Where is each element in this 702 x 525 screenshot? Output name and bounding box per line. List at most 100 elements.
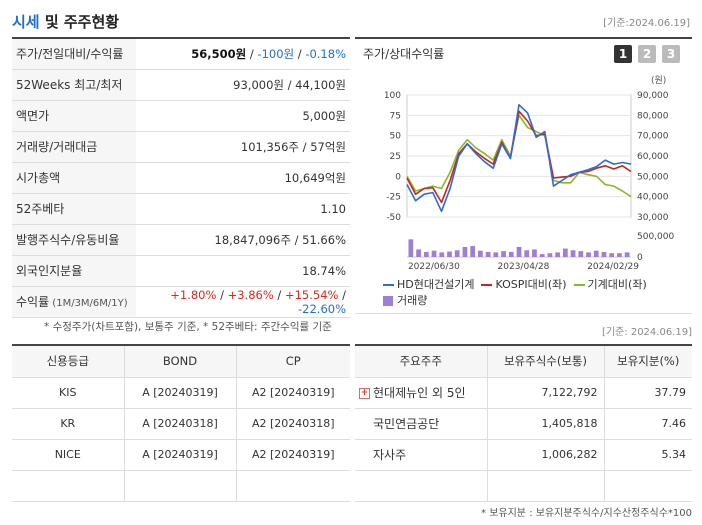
credit-agency: KR [12, 408, 124, 440]
right-axis-tick: 60,000 [637, 152, 669, 162]
volume-bar [508, 251, 514, 257]
title-rest: 및 주주현황 [39, 13, 120, 31]
credit-agency: NICE [12, 439, 124, 471]
holders-reference-date: [기준: 2024.06.19] [601, 327, 692, 338]
volume-bar [501, 251, 506, 257]
page-title: 시세 및 주주현황 [12, 11, 119, 32]
info-row-52w: 52Weeks 최고/최저 93,000원 / 44,100원 [12, 69, 350, 101]
holders-header-row: 주요주주 보유주식수(보통) 보유지분(%) [355, 345, 692, 378]
chart-tab-2[interactable]: 2 [638, 45, 656, 63]
volume-bar [470, 246, 476, 257]
info-value: 56,500원 / -100원 / -0.18% [136, 38, 350, 70]
holders-footnote: * 보유지분 : 보유지분주식수/지수산정주식수*100 [481, 508, 692, 519]
table-row: NICE A [20240319] A2 [20240319] [12, 439, 350, 471]
info-value: 10,649억원 [136, 162, 350, 194]
current-price: 56,500원 [191, 46, 247, 61]
credit-header-row: 신용등급 BOND CP [12, 345, 350, 378]
left-axis-tick: 25 [390, 152, 401, 162]
credit-bond: A [20240319] [123, 439, 236, 471]
info-value: 18,847,096주 / 51.66% [136, 224, 350, 256]
legend-item-machinery: 기계대비(좌) [573, 277, 647, 293]
legend-item-stock: HD현대건설기계 [383, 277, 474, 293]
return-6m: +15.54% [284, 287, 339, 302]
volume-bar [539, 254, 545, 257]
credit-bond: A [20240318] [123, 408, 236, 440]
info-label: 액면가 [12, 100, 136, 132]
series-line [406, 104, 632, 213]
left-axis-tick: 50 [390, 132, 402, 142]
info-row-foreign: 외국인지분율 18.74% [12, 255, 350, 287]
info-row-shares: 발행주식수/유동비율 18,847,096주 / 51.66% [12, 224, 350, 256]
volume-bar [462, 246, 468, 257]
chart-tab-1[interactable]: 1 [614, 45, 632, 63]
table-row: 국민연금공단 1,405,818 7.46 [355, 408, 692, 440]
credit-cp: A2 [20240319] [235, 377, 350, 409]
holder-shares: 7,122,792 [486, 377, 604, 409]
table-row: KR A [20240318] A2 [20240318] [12, 408, 350, 440]
chart-legend: HD현대건설기계 KOSPI대비(좌) 기계대비(좌) 거래량 [383, 277, 654, 309]
chart-title: 주가/상대수익률 [363, 47, 445, 61]
volume-bar [485, 251, 491, 257]
legend-item-volume: 거래량 [383, 293, 427, 309]
legend-line-icon [481, 284, 493, 286]
volume-bar [547, 253, 553, 257]
info-row-price: 주가/전일대비/수익률 56,500원 / -100원 / -0.18% [12, 38, 350, 70]
volume-bar [601, 251, 607, 257]
chart-tab-3[interactable]: 3 [662, 45, 680, 63]
x-axis-tick: 2022/06/30 [408, 262, 460, 272]
legend-item-kospi: KOSPI대비(좌) [481, 277, 567, 293]
expand-plus-icon[interactable]: + [359, 388, 370, 399]
info-label: 시가총액 [12, 162, 136, 194]
info-row-beta: 52주베타 1.10 [12, 193, 350, 225]
credit-bond: A [20240319] [123, 377, 236, 409]
volume-axis-tick: 0 [637, 253, 643, 263]
holder-name [355, 470, 487, 502]
holder-pct: 37.79 [603, 377, 692, 409]
credit-col-agency: 신용등급 [12, 345, 124, 378]
info-row-volume: 거래량/거래대금 101,356주 / 57억원 [12, 131, 350, 163]
x-axis-tick: 2024/02/29 [587, 262, 639, 272]
price-change: -100원 [257, 46, 295, 61]
credit-rating-table: 신용등급 BOND CP KIS A [20240319] A2 [20240319… [12, 344, 350, 502]
separator: / [338, 287, 346, 302]
info-value: 93,000원 / 44,100원 [136, 69, 350, 101]
legend-line-icon [383, 284, 394, 286]
holder-pct: 7.46 [603, 408, 692, 440]
info-value: +1.80% / +3.86% / +15.54% / -22.60% [136, 286, 350, 318]
holder-name: 국민연금공단 [355, 408, 487, 440]
credit-bond [123, 470, 236, 502]
volume-axis-tick: 500,000 [637, 232, 674, 242]
major-shareholders-table: 주요주주 보유주식수(보통) 보유지분(%) + 현대제뉴인 외 5인 7,122… [355, 344, 692, 502]
info-value: 5,000원 [136, 100, 350, 132]
right-axis-unit: (원) [651, 75, 666, 86]
left-axis-tick: 75 [390, 111, 401, 121]
legend-line-icon [573, 284, 585, 286]
volume-bar [532, 249, 537, 257]
info-value: 18.74% [136, 255, 350, 287]
separator: / [273, 287, 285, 302]
right-axis-tick: 80,000 [637, 111, 669, 121]
info-label: 주가/전일대비/수익률 [12, 38, 136, 70]
holders-col-shares: 보유주식수(보통) [486, 345, 604, 378]
return-1y: -22.60% [298, 301, 346, 316]
holder-name: 자사주 [355, 439, 487, 471]
right-axis-tick: 50,000 [637, 172, 669, 182]
left-axis-tick: -25 [386, 193, 401, 203]
return-1m: +1.80% [170, 287, 217, 302]
volume-bar [439, 252, 445, 257]
quote-info-table: 주가/전일대비/수익률 56,500원 / -100원 / -0.18% 52W… [12, 37, 350, 318]
volume-bar [586, 252, 591, 257]
right-axis-tick: 70,000 [637, 132, 669, 142]
holder-shares: 1,006,282 [486, 439, 604, 471]
volume-bar [431, 250, 437, 257]
credit-cp: A2 [20240318] [235, 408, 350, 440]
left-axis-tick: 100 [384, 91, 401, 101]
volume-bar [570, 250, 576, 257]
holders-col-pct: 보유지분(%) [603, 345, 692, 378]
volume-bar [617, 253, 622, 257]
holder-name: + 현대제뉴인 외 5인 [355, 377, 487, 409]
volume-bar [447, 251, 452, 257]
volume-bar [408, 239, 414, 257]
volume-bar [423, 251, 429, 257]
